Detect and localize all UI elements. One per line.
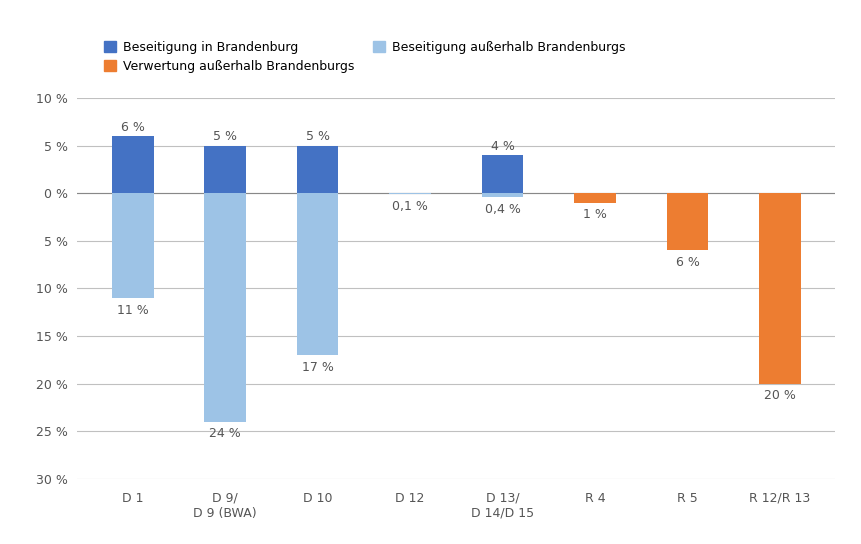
Bar xyxy=(759,193,801,384)
Bar xyxy=(482,193,523,197)
Bar xyxy=(297,145,338,193)
Bar xyxy=(297,193,338,355)
Text: 1 %: 1 % xyxy=(583,208,607,221)
Text: 17 %: 17 % xyxy=(301,361,333,374)
Text: 0,4 %: 0,4 % xyxy=(485,202,521,215)
Text: 24 %: 24 % xyxy=(209,428,241,440)
Bar xyxy=(666,193,709,250)
Text: 0,1 %: 0,1 % xyxy=(392,200,428,213)
Bar xyxy=(389,193,430,194)
Text: 5 %: 5 % xyxy=(214,130,237,143)
Text: 5 %: 5 % xyxy=(306,130,330,143)
Text: 6 %: 6 % xyxy=(121,121,145,134)
Text: 20 %: 20 % xyxy=(764,390,796,402)
Bar xyxy=(204,193,246,422)
Bar xyxy=(482,155,523,193)
Text: 4 %: 4 % xyxy=(491,140,515,153)
Text: 6 %: 6 % xyxy=(676,256,699,269)
Bar xyxy=(112,136,153,193)
Legend: Beseitigung in Brandenburg, Verwertung außerhalb Brandenburgs, Beseitigung außer: Beseitigung in Brandenburg, Verwertung a… xyxy=(99,35,630,78)
Text: 11 %: 11 % xyxy=(117,304,149,317)
Bar xyxy=(112,193,153,298)
Bar xyxy=(204,145,246,193)
Bar xyxy=(574,193,616,202)
